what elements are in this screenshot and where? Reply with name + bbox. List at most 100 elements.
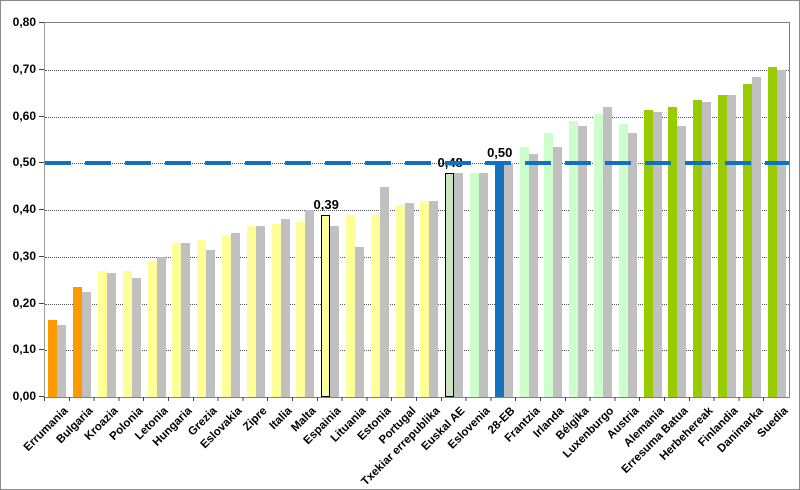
x-axis-ticks bbox=[44, 397, 788, 401]
comparison-bar bbox=[627, 132, 637, 397]
comparison-bar bbox=[454, 172, 464, 397]
comparison-bar bbox=[776, 69, 786, 397]
bar-pair bbox=[169, 23, 194, 397]
main-bar bbox=[420, 200, 430, 397]
value-annotation: 0,39 bbox=[313, 196, 339, 212]
bar-pair: 0,39 bbox=[314, 23, 343, 397]
comparison-bar bbox=[330, 226, 340, 397]
comparison-bar bbox=[280, 219, 290, 397]
main-bar bbox=[345, 214, 355, 397]
main-bar bbox=[97, 270, 107, 397]
bar-pair bbox=[95, 23, 120, 397]
y-axis-label: 0,30 bbox=[12, 248, 36, 263]
comparison-bar bbox=[230, 233, 240, 397]
bar-pair bbox=[640, 23, 665, 397]
main-bar bbox=[544, 132, 554, 397]
bar-pair bbox=[739, 23, 764, 397]
comparison-bar bbox=[181, 242, 191, 397]
gridline bbox=[45, 210, 789, 211]
bar-pair bbox=[293, 23, 318, 397]
main-bar bbox=[73, 287, 83, 397]
comparison-bar bbox=[702, 102, 712, 397]
y-axis-label: 0,80 bbox=[12, 15, 36, 29]
main-bar bbox=[693, 100, 703, 397]
comparison-bar bbox=[726, 95, 736, 397]
main-bar bbox=[172, 242, 182, 397]
gridline bbox=[45, 256, 789, 258]
main-bar bbox=[296, 221, 306, 397]
y-axis-tick bbox=[39, 22, 44, 23]
bar-pair bbox=[45, 23, 70, 397]
comparison-bar bbox=[82, 291, 92, 397]
y-axis-tick bbox=[39, 115, 44, 117]
main-bar bbox=[569, 121, 579, 397]
bar-pair: 0,48 bbox=[437, 23, 467, 397]
comparison-bar bbox=[305, 210, 315, 397]
bar-pair bbox=[591, 23, 616, 397]
comparison-bar bbox=[379, 186, 389, 397]
main-bar bbox=[494, 163, 504, 397]
bar-pair bbox=[119, 23, 144, 397]
bar-pair bbox=[541, 23, 566, 397]
main-bar bbox=[321, 214, 331, 397]
main-bar bbox=[395, 205, 405, 397]
comparison-bar bbox=[106, 273, 116, 397]
main-bar bbox=[643, 109, 653, 397]
comparison-bar bbox=[206, 249, 216, 397]
reference-line bbox=[45, 161, 789, 166]
bar-pair: 0,50 bbox=[487, 23, 516, 397]
bar-pair bbox=[764, 23, 789, 397]
y-axis-label: 0,00 bbox=[12, 389, 36, 403]
gridline bbox=[45, 303, 789, 305]
main-bar bbox=[618, 123, 628, 397]
bar-pair bbox=[367, 23, 392, 397]
y-axis-label: 0,10 bbox=[12, 342, 36, 357]
main-bar bbox=[271, 224, 281, 397]
comparison-bar bbox=[652, 111, 662, 397]
gridline bbox=[45, 350, 789, 352]
main-bar bbox=[221, 235, 231, 397]
comparison-bar bbox=[751, 76, 761, 397]
main-bar bbox=[717, 95, 727, 397]
main-bar bbox=[48, 319, 58, 397]
comparison-bar bbox=[429, 200, 439, 397]
bar-pair bbox=[417, 23, 442, 397]
comparison-bar bbox=[57, 324, 67, 397]
main-bar bbox=[246, 226, 256, 397]
main-bar bbox=[742, 83, 752, 397]
main-bar bbox=[122, 270, 132, 397]
bar-pair bbox=[70, 23, 95, 397]
comparison-bar bbox=[156, 256, 166, 397]
main-bar bbox=[445, 172, 455, 397]
comparison-bar bbox=[131, 277, 141, 397]
bar-pair bbox=[343, 23, 368, 397]
main-bar bbox=[197, 240, 207, 397]
main-bar bbox=[767, 67, 777, 397]
y-axis-tick bbox=[39, 255, 44, 257]
bar-pair bbox=[516, 23, 541, 397]
y-axis-tick bbox=[39, 396, 44, 397]
y-axis-tick bbox=[39, 68, 44, 70]
bar-pair bbox=[715, 23, 740, 397]
main-bar bbox=[370, 214, 380, 397]
bar-pair bbox=[690, 23, 715, 397]
main-bar bbox=[668, 107, 678, 397]
x-axis-label: Italia bbox=[267, 405, 295, 433]
comparison-bar bbox=[354, 247, 364, 397]
bar-pair bbox=[665, 23, 690, 397]
bar-pair bbox=[194, 23, 219, 397]
bar-pair bbox=[566, 23, 591, 397]
main-bar bbox=[593, 114, 603, 397]
bar-pair bbox=[144, 23, 169, 397]
y-axis-label: 0,20 bbox=[12, 295, 36, 310]
bar-pair bbox=[615, 23, 640, 397]
comparison-bar bbox=[255, 226, 265, 397]
comparison-bar bbox=[478, 172, 488, 397]
value-annotation: 0,50 bbox=[487, 145, 513, 161]
main-bar bbox=[519, 146, 529, 397]
comparison-bar bbox=[503, 163, 513, 397]
bar-pair bbox=[392, 23, 417, 397]
y-axis-label: 0,50 bbox=[12, 155, 36, 170]
y-axis-tick bbox=[39, 349, 44, 351]
y-axis-tick bbox=[39, 302, 44, 304]
